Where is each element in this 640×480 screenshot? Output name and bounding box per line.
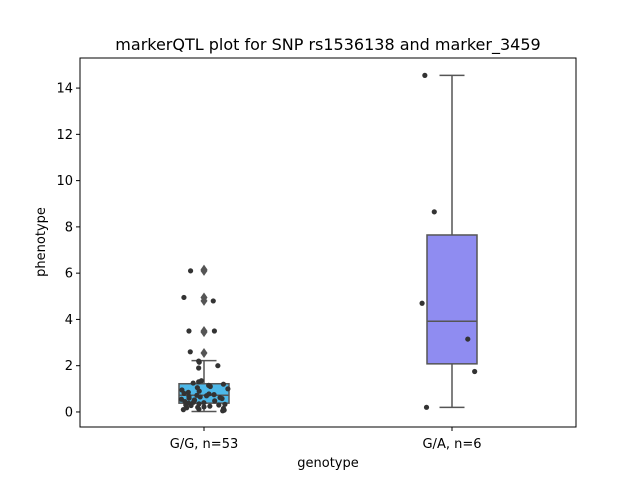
y-tick-label: 6 <box>65 267 73 282</box>
data-point <box>422 72 428 78</box>
y-tick-label: 14 <box>56 82 73 97</box>
data-point <box>198 378 204 384</box>
y-tick-label: 12 <box>56 128 73 143</box>
data-point <box>194 385 200 391</box>
y-axis-label: phenotype <box>34 207 49 277</box>
y-tick-label: 8 <box>65 220 73 235</box>
data-point <box>216 402 222 408</box>
outlier-marker <box>200 292 208 303</box>
data-point <box>215 363 221 369</box>
data-point <box>181 294 187 301</box>
outlier-marker <box>200 327 208 338</box>
data-point <box>225 386 231 392</box>
data-point <box>179 387 185 393</box>
data-point <box>212 398 218 404</box>
y-tick-label: 0 <box>65 405 73 420</box>
y-tick-label: 4 <box>65 313 73 328</box>
data-point <box>431 209 437 215</box>
data-point <box>465 336 471 342</box>
data-point <box>220 381 227 387</box>
data-point <box>185 389 191 395</box>
outlier-marker <box>200 347 208 358</box>
data-point <box>194 392 200 398</box>
data-point <box>178 396 185 402</box>
data-point <box>211 328 217 334</box>
data-point <box>222 401 228 407</box>
data-point <box>472 368 478 375</box>
box-group <box>419 72 478 410</box>
x-tick-label: G/G, n=53 <box>170 437 238 452</box>
y-tick-label: 10 <box>56 174 73 189</box>
x-tick-label: G/A, n=6 <box>422 437 481 452</box>
data-point <box>201 404 207 410</box>
data-point <box>196 358 202 364</box>
data-point <box>217 395 223 401</box>
data-point <box>206 391 212 397</box>
y-axis: 0 2 4 6 8 10 12 14 <box>56 82 80 420</box>
plot-frame <box>79 57 577 428</box>
data-point <box>190 380 196 386</box>
data-point <box>211 392 217 398</box>
plot-area <box>178 72 478 414</box>
data-point <box>186 328 192 334</box>
data-point <box>419 300 425 306</box>
data-point <box>206 382 212 388</box>
x-axis: G/G, n=53 G/A, n=6 <box>170 427 482 452</box>
x-axis-label: genotype <box>297 456 358 471</box>
data-point <box>220 405 227 412</box>
data-point <box>207 403 213 409</box>
data-point <box>191 397 198 403</box>
data-point <box>187 349 193 355</box>
y-tick-label: 2 <box>65 359 73 374</box>
data-point <box>201 400 207 406</box>
data-point <box>423 404 430 410</box>
data-point <box>186 393 192 399</box>
chart-title: markerQTL plot for SNP rs1536138 and mar… <box>115 35 540 55</box>
data-point <box>210 298 216 304</box>
data-point <box>187 268 194 274</box>
data-point <box>196 401 202 407</box>
box-group <box>178 264 231 414</box>
box-iqr <box>426 234 478 365</box>
data-point <box>196 365 202 371</box>
outlier-marker <box>200 264 208 275</box>
